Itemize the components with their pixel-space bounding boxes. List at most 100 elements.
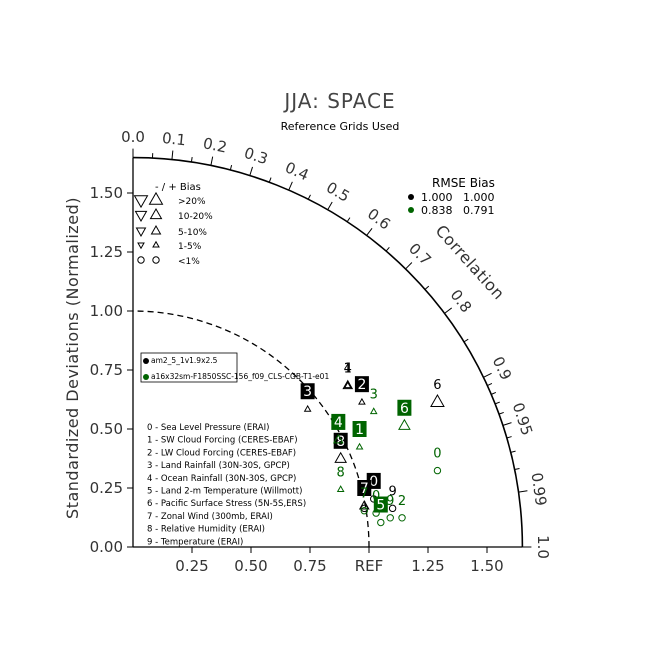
y-tick-label: 0.75 — [90, 361, 123, 379]
y-tick-label: 1.25 — [90, 243, 123, 261]
y-axis-title: Standardized Deviations (Normalized) — [63, 197, 82, 519]
variable-legend-item: 7 - Zonal Wind (300mb, ERAI) — [147, 512, 273, 522]
rmse-legend-dot — [408, 207, 414, 213]
bias-legend-plus — [152, 240, 160, 248]
y-tick-label: 0.25 — [90, 479, 123, 497]
corr-major-tick — [483, 372, 492, 378]
rmse-legend-rmse: 1.000 — [421, 191, 453, 204]
data-point-box — [354, 376, 369, 393]
corr-tick-label: 0.1 — [161, 129, 187, 149]
data-point-label: 6 — [433, 378, 441, 393]
bias-glyph — [377, 518, 385, 527]
bias-glyph — [358, 500, 370, 510]
corr-major-tick — [327, 201, 333, 211]
chart-subtitle: Reference Grids Used — [281, 120, 400, 133]
corr-minor-tick — [510, 450, 516, 453]
bias-legend-plus — [152, 256, 160, 264]
bias-legend-label: 5-10% — [178, 228, 207, 238]
data-point-label: 9 — [386, 494, 394, 509]
corr-minor-tick — [463, 338, 469, 343]
bias-legend-header: - / + Bias — [155, 182, 201, 193]
data-point-label: 7 — [360, 481, 369, 497]
corr-major-tick — [210, 156, 214, 166]
data-point-label: 3 — [370, 388, 378, 403]
corr-minor-tick — [190, 156, 193, 163]
rmse-legend-rmse: 0.838 — [421, 204, 453, 217]
bias-legend-plus — [150, 225, 162, 235]
legends-layer: - / + Bias >20% 10-20% 5-10% 1-5% <1% RMSE Bia… — [133, 176, 495, 547]
variable-legend-item: 1 - SW Cloud Forcing (CERES-EBAF) — [147, 436, 298, 446]
data-point-label: 0 — [369, 474, 378, 490]
data-point-box — [373, 496, 388, 513]
variable-legend-item: 9 - Temperature (ERAI) — [147, 537, 243, 547]
case-legend-dot — [143, 358, 149, 364]
rmse-legend-dot — [408, 194, 414, 200]
bias-glyph — [334, 451, 348, 463]
y-tick-label: 0.50 — [90, 420, 123, 438]
bias-legend-minus — [137, 256, 145, 264]
variable-legend-item: 0 - Sea Level Pressure (ERAI) — [147, 423, 269, 433]
data-point-label: 4 — [334, 415, 343, 431]
corr-tick-label: 0.4 — [282, 158, 311, 184]
bias-legend-label: >20% — [178, 197, 206, 207]
y-tick-label: 1.50 — [90, 184, 123, 202]
corr-major-tick — [502, 422, 512, 426]
corr-major-tick — [249, 166, 253, 176]
bias-glyph — [303, 404, 312, 412]
rmse-legend-header: RMSE Bias — [432, 176, 495, 190]
bias-glyph — [386, 514, 394, 522]
bias-glyph — [398, 418, 411, 430]
bias-glyph — [433, 466, 442, 475]
data-point-label: 0 — [433, 447, 441, 462]
outer-arc — [132, 156, 524, 548]
variable-legend-item: 6 - Pacific Surface Stress (5N-5S,ERS) — [147, 499, 306, 509]
data-point-label: 5 — [376, 498, 385, 514]
data-point-label: 6 — [400, 401, 409, 417]
rmse-legend-bias: 1.000 — [463, 191, 495, 204]
case-legend-dot — [143, 374, 149, 380]
x-tick-label: 0.50 — [234, 557, 267, 575]
bias-glyph — [360, 504, 368, 513]
data-point-label: 4 — [344, 362, 352, 377]
bias-glyph — [358, 397, 366, 405]
data-point-label: 3 — [303, 384, 312, 400]
bias-glyph — [342, 379, 354, 390]
data-point-box — [397, 399, 412, 416]
corr-major-tick — [288, 181, 293, 191]
bias-legend-label: 10-20% — [178, 212, 213, 222]
bias-glyph — [332, 433, 344, 444]
x-tick-label: REF — [355, 557, 384, 575]
bias-glyph — [343, 381, 352, 389]
data-point-label: 8 — [336, 434, 345, 450]
correlation-axis-title: Correlation — [432, 221, 509, 303]
marks-layer: 012345678901234567890 — [300, 362, 445, 527]
x-tick-label: 1.50 — [470, 557, 503, 575]
corr-minor-tick — [229, 164, 233, 171]
bias-glyph — [398, 514, 406, 522]
corr-tick-label: 0.99 — [528, 471, 551, 507]
data-point-label: 2 — [357, 377, 366, 393]
corr-major-tick — [171, 150, 174, 160]
data-point-label: 2 — [398, 494, 406, 509]
case-legend-box — [140, 352, 238, 383]
bias-glyph — [388, 504, 397, 513]
y-tick-label: 0.00 — [90, 538, 123, 556]
bias-glyph — [336, 485, 345, 492]
corr-tick-label: 0.5 — [323, 178, 353, 206]
corr-minor-tick — [494, 401, 500, 405]
bias-legend-plus — [149, 207, 163, 220]
corr-tick-label: 0.8 — [447, 286, 476, 316]
corr-minor-tick — [424, 285, 430, 290]
variable-legend-item: 8 - Relative Humidity (ERAI) — [147, 525, 265, 535]
corr-tick-label: 1.0 — [534, 535, 552, 559]
corr-minor-tick — [346, 217, 351, 223]
corr-minor-tick — [268, 177, 272, 183]
case-legend-name: a16x32sm-F1850SSC-156_f09_CLS-CGB-T1-e01 — [151, 372, 329, 381]
rmse-legend-bias: 0.791 — [463, 204, 495, 217]
variable-legend-item: 5 - Land 2-m Temperature (Willmott) — [147, 487, 302, 497]
variable-legend-item: 3 - Land Rainfall (30N-30S, GPCP) — [147, 461, 290, 471]
x-tick-label: 0.25 — [175, 557, 208, 575]
corr-major-tick — [444, 307, 453, 314]
corr-major-tick — [366, 227, 373, 236]
corr-major-tick — [405, 262, 413, 270]
